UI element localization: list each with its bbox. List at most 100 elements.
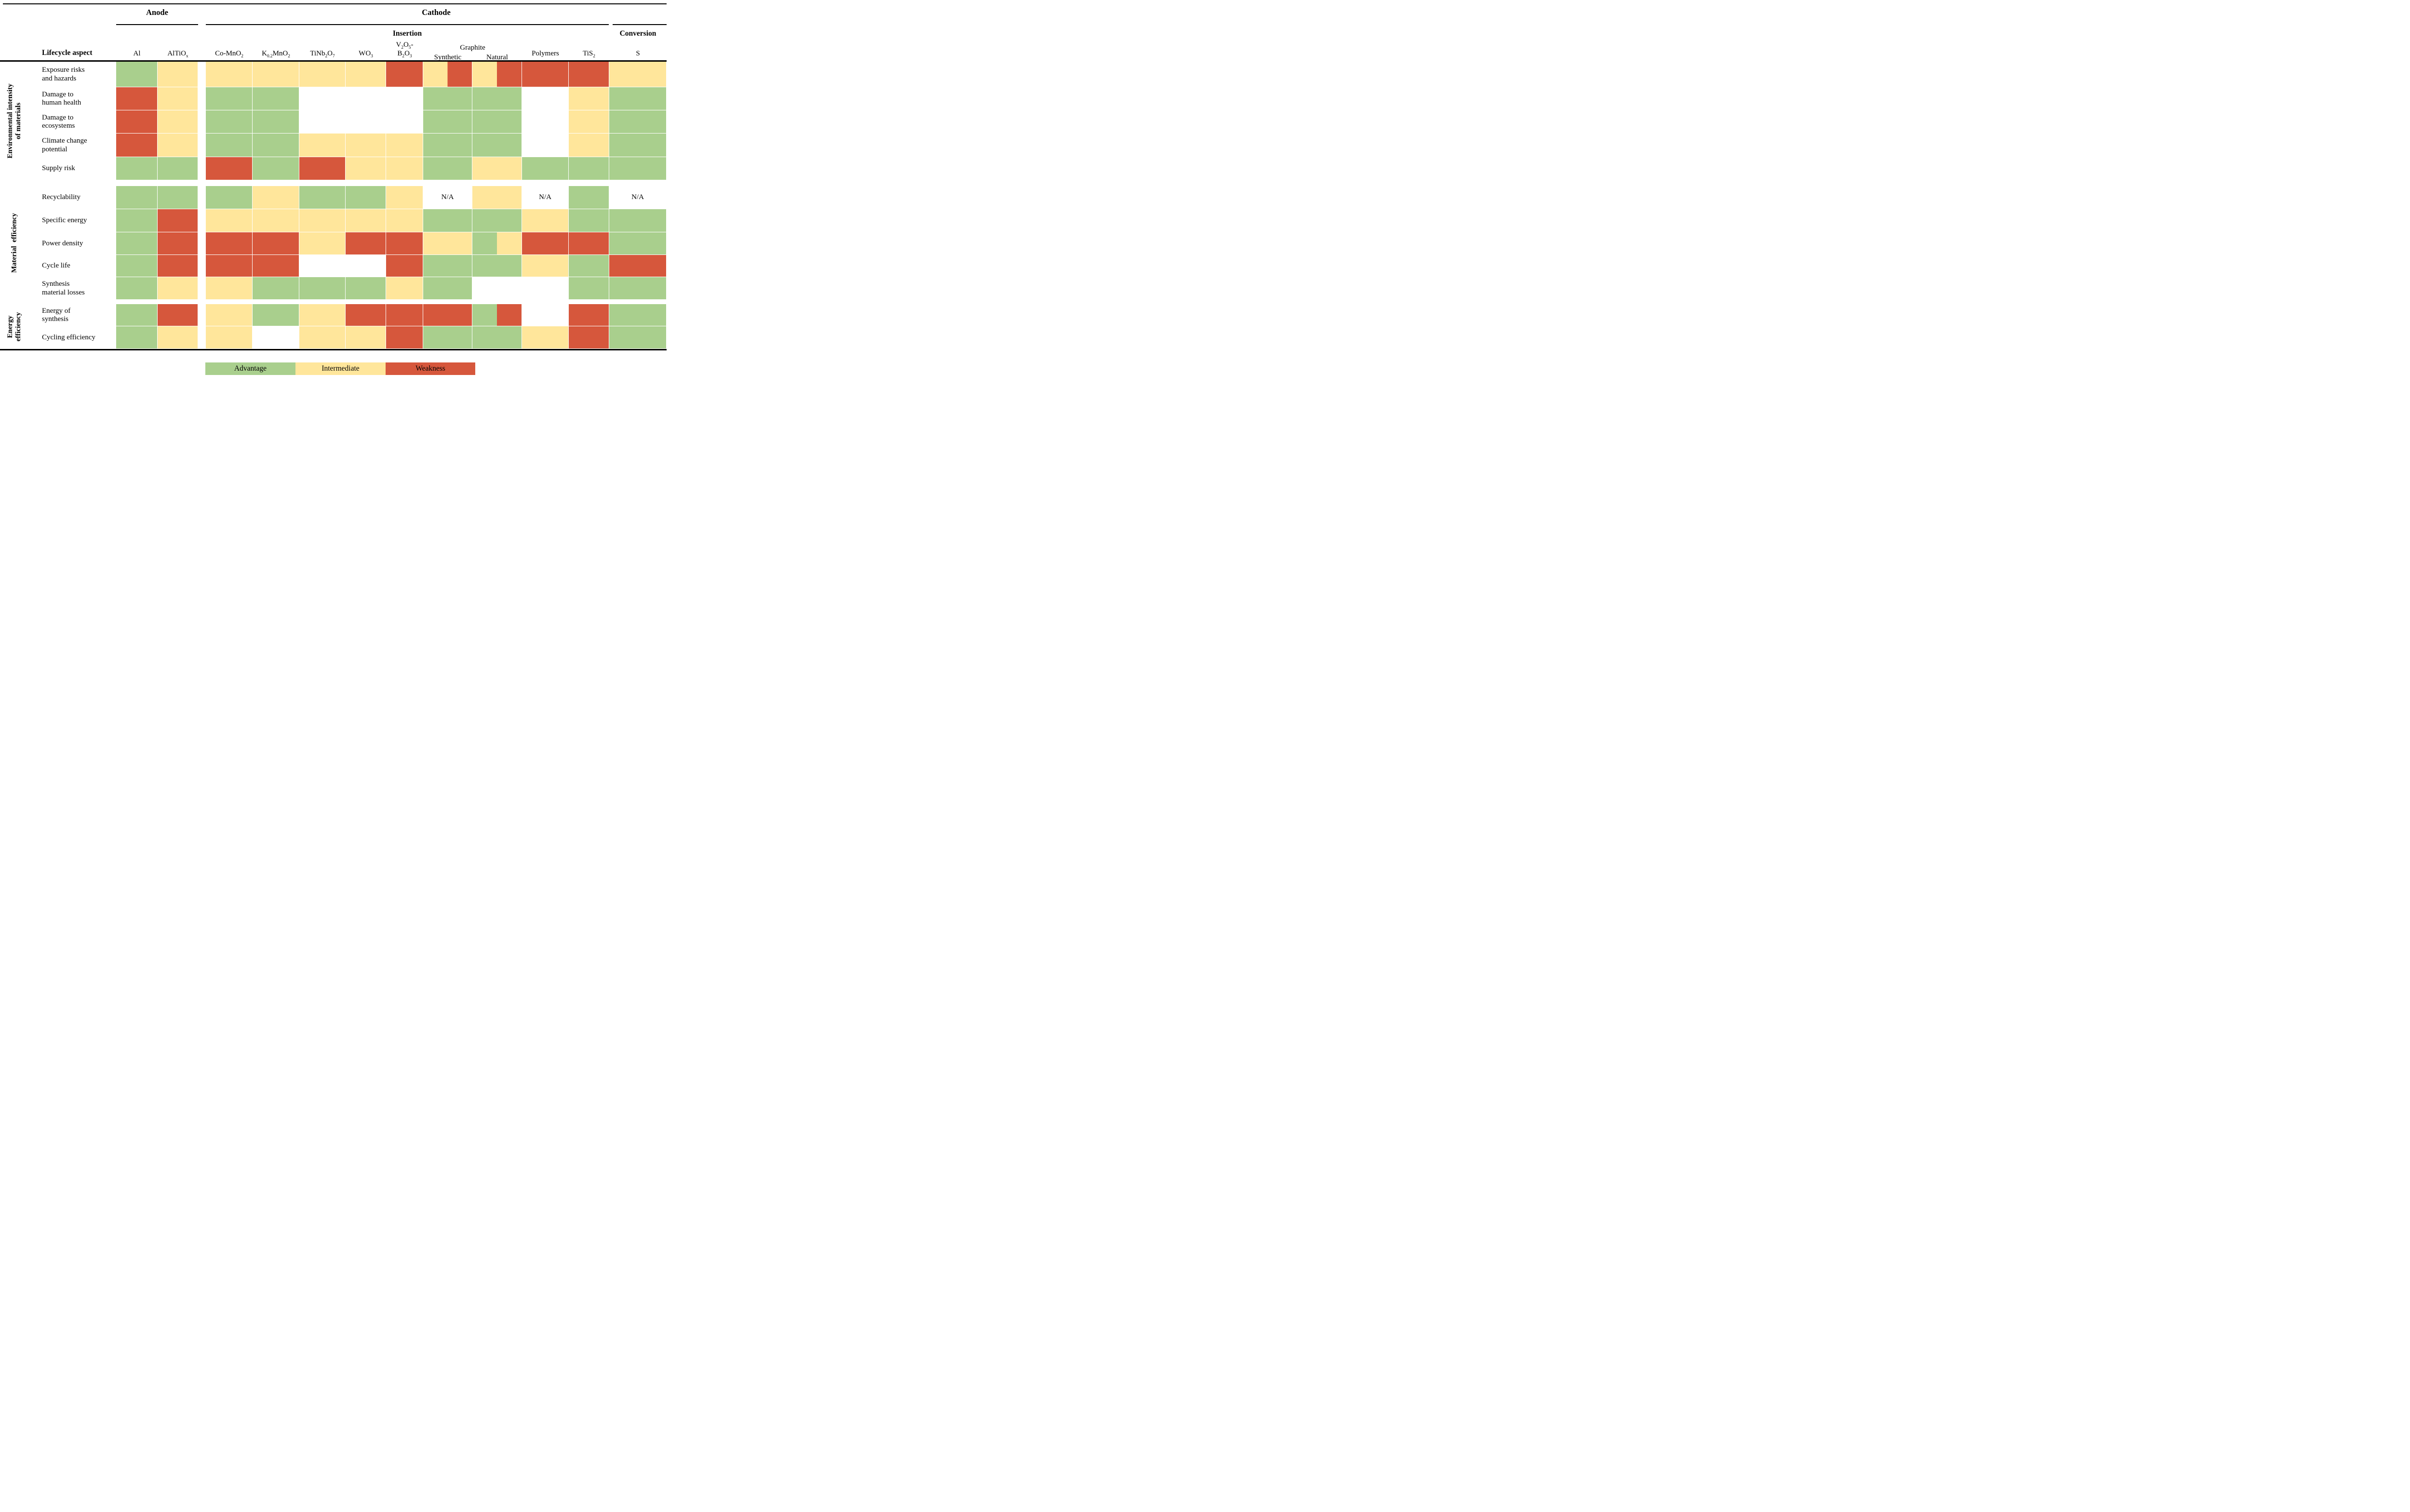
matrix-cell: [386, 87, 423, 110]
matrix-cell: [116, 304, 158, 326]
matrix-cell: [253, 62, 299, 87]
matrix-cell: [346, 134, 386, 157]
column-header: TiNb2O7: [310, 50, 335, 59]
matrix-cell: [253, 157, 299, 180]
matrix-cell-split: [472, 62, 522, 87]
matrix: Environmental intensity of materials Expo…: [0, 62, 667, 349]
anode-group-label: Anode: [146, 8, 168, 17]
row-label: Specific energy: [42, 216, 87, 225]
na-cell: N/A: [423, 186, 472, 209]
top-rule: [3, 3, 667, 4]
matrix-cell-split: [472, 304, 522, 326]
na-cell: N/A: [522, 186, 569, 209]
lifecycle-matrix-figure: Anode Cathode Insertion Conversion Graph…: [0, 0, 667, 378]
column-header: S: [636, 50, 640, 57]
matrix-cell: [158, 62, 198, 87]
matrix-cell: [158, 87, 198, 110]
na-cell: N/A: [609, 186, 667, 209]
matrix-cell: [253, 326, 299, 349]
matrix-cell: [609, 304, 667, 326]
matrix-cell: [346, 232, 386, 255]
matrix-cell: [609, 157, 667, 180]
matrix-cell: [299, 157, 346, 180]
matrix-cell: [346, 186, 386, 209]
row-group-label-text: Energy efficiency: [6, 312, 22, 341]
row-label: Damage to human health: [42, 90, 81, 107]
matrix-cell: [299, 304, 346, 326]
column-header: WO3: [359, 50, 373, 59]
matrix-cell: [299, 326, 346, 349]
matrix-cell: [472, 255, 522, 277]
matrix-cell: [609, 232, 667, 255]
matrix-cell: [299, 110, 346, 134]
matrix-cell: [522, 304, 569, 326]
matrix-cell: [472, 326, 522, 349]
matrix-cell: [158, 277, 198, 300]
matrix-cell: [423, 232, 472, 255]
matrix-cell: [423, 157, 472, 180]
matrix-cell: [569, 87, 609, 110]
row-label: Cycle life: [42, 262, 70, 270]
matrix-cell: [158, 326, 198, 349]
matrix-cell: [346, 209, 386, 232]
matrix-cell: [116, 186, 158, 209]
legend: Advantage Intermediate Weakness: [205, 362, 475, 375]
matrix-cell: [569, 134, 609, 157]
conversion-subgroup-label: Conversion: [619, 29, 656, 38]
matrix-cell: [522, 110, 569, 134]
matrix-cell: [423, 110, 472, 134]
matrix-cell: [522, 157, 569, 180]
matrix-cell: [116, 209, 158, 232]
matrix-cell: [569, 232, 609, 255]
row-label: Power density: [42, 239, 83, 247]
matrix-cell: [253, 186, 299, 209]
matrix-cell: [253, 277, 299, 300]
matrix-cell: [386, 304, 423, 326]
column-header: TiS2: [583, 50, 595, 59]
matrix-cell: [253, 110, 299, 134]
row-label: Synthesis material losses: [42, 280, 85, 296]
matrix-cell: [609, 62, 667, 87]
matrix-cell: [158, 304, 198, 326]
matrix-cell: [346, 110, 386, 134]
matrix-cell: [299, 62, 346, 87]
row-group-label-text: Material efficiency: [10, 213, 18, 273]
matrix-cell: [386, 110, 423, 134]
column-header: Co-MnO2: [215, 50, 243, 59]
matrix-cell: [386, 277, 423, 300]
matrix-cell: [386, 186, 423, 209]
insertion-underline: [206, 24, 609, 25]
matrix-cell: [206, 186, 253, 209]
matrix-cell: [206, 232, 253, 255]
matrix-cell: [569, 209, 609, 232]
conversion-underline: [613, 24, 667, 25]
matrix-cell: [206, 62, 253, 87]
column-header: Polymers: [532, 50, 559, 57]
header-rule: [0, 60, 667, 62]
matrix-cell: [386, 232, 423, 255]
cathode-group-label: Cathode: [422, 8, 451, 17]
matrix-cell: [346, 277, 386, 300]
column-header: Al: [133, 50, 141, 57]
matrix-cell: [158, 110, 198, 134]
matrix-cell: [253, 232, 299, 255]
matrix-cell: [253, 255, 299, 277]
legend-item: Weakness: [386, 362, 475, 375]
matrix-cell: [609, 110, 667, 134]
matrix-cell-split: [423, 62, 472, 87]
matrix-cell: [346, 304, 386, 326]
matrix-cell: [522, 134, 569, 157]
matrix-cell: [116, 255, 158, 277]
row-label: Damage to ecosystems: [42, 113, 75, 130]
anode-underline: [116, 24, 198, 25]
matrix-cell: [346, 62, 386, 87]
row-group-label: Energy efficiency: [0, 304, 29, 349]
matrix-cell: [609, 255, 667, 277]
matrix-cell: [386, 255, 423, 277]
matrix-cell: [423, 87, 472, 110]
matrix-cell: [206, 87, 253, 110]
matrix-cell: [522, 232, 569, 255]
matrix-cell: [522, 87, 569, 110]
insertion-subgroup-label: Insertion: [392, 29, 422, 38]
matrix-cell: [206, 255, 253, 277]
